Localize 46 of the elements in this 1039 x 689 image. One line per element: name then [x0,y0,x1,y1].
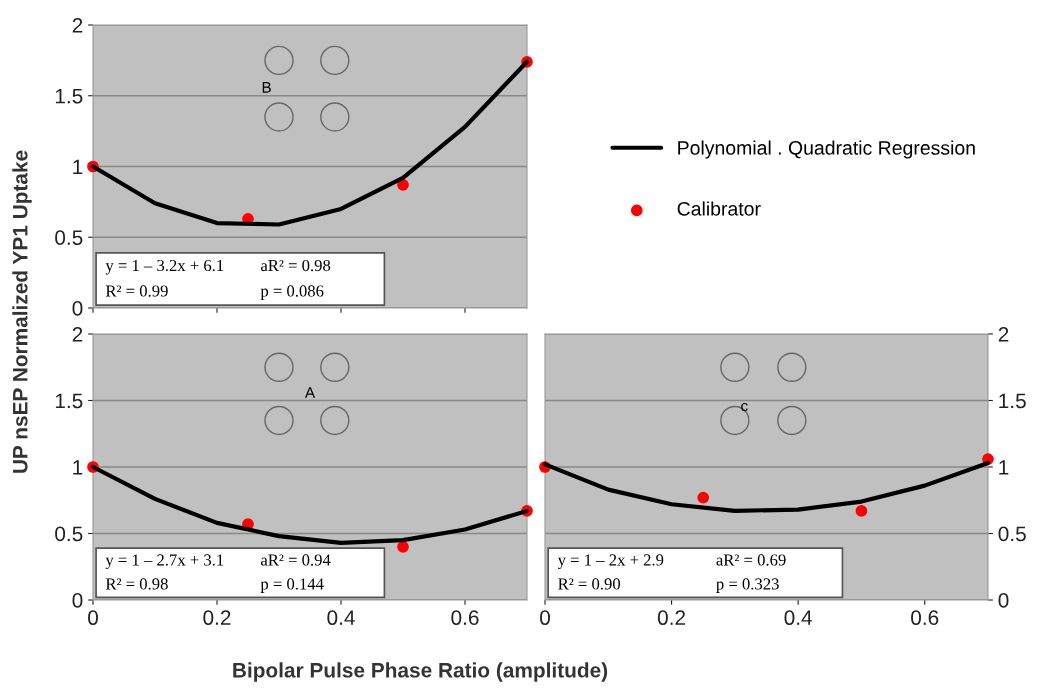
annotation: p = 0.086 [260,285,324,300]
point [397,540,409,553]
point [855,505,868,517]
y-tick-label: 2 [998,327,1009,342]
legend-label: Polynomial . Quadratic Regression [678,140,975,159]
x-tick-label: 0.2 [657,610,686,626]
annotation: y = 1 – 2x + 2.9 [557,554,664,569]
x-tick-label: 0.2 [203,610,231,626]
x-tick-label: 0 [540,610,550,626]
annotation: aR² = 0.69 [716,554,786,566]
x-tick-label: 0.4 [327,610,355,626]
y-tick-label: 0.5 [55,230,83,245]
annotation: aR² = 0.98 [260,259,331,272]
y-tick-label: 0 [72,301,83,316]
point [397,179,409,191]
annotation: aR² = 0.94 [260,554,331,566]
x-tick-label: 0 [88,610,98,626]
y-tick-label: 0.5 [55,526,83,542]
annotation: R² = 0.99 [105,285,168,297]
x-tick-label: 0.6 [451,610,479,626]
y-tick-label: 1 [999,460,1009,475]
x-tick-label: 0.6 [911,610,939,626]
annotation: p = 0.144 [260,578,324,593]
y-tick-label: 1 [73,159,83,175]
y-tick-label: 1.5 [999,393,1026,409]
y-tick-label: 1.5 [55,393,83,409]
y-tick-label: 2 [72,18,83,33]
y-tick-label: 0 [72,593,83,608]
y-tick-label: 1 [73,460,83,475]
y-tick-label: 1.5 [55,88,83,104]
x-axis-title: Bipolar Pulse Phase Ratio (amplitude) [233,662,608,682]
y-axis-title: UP nsEP Normalized YP1 Uptake [12,150,32,473]
annotation: B [262,82,271,93]
annotation: y = 1 – 2.7x + 3.1 [105,554,224,569]
legend-label: Calibrator [677,201,761,216]
annotation: R² = 0.98 [105,578,168,590]
y-tick-label: 0 [998,593,1009,608]
annotation: p = 0.323 [716,578,779,593]
annotation: A [304,387,316,398]
y-tick-label: 2 [72,327,83,342]
annotation: c [741,402,748,412]
x-tick-label: 0.4 [784,610,813,626]
annotation: R² = 0.90 [558,578,621,590]
point [697,491,710,504]
y-tick-label: 0.5 [998,526,1026,542]
annotation: y = 1 – 3.2x + 6.1 [105,259,224,275]
